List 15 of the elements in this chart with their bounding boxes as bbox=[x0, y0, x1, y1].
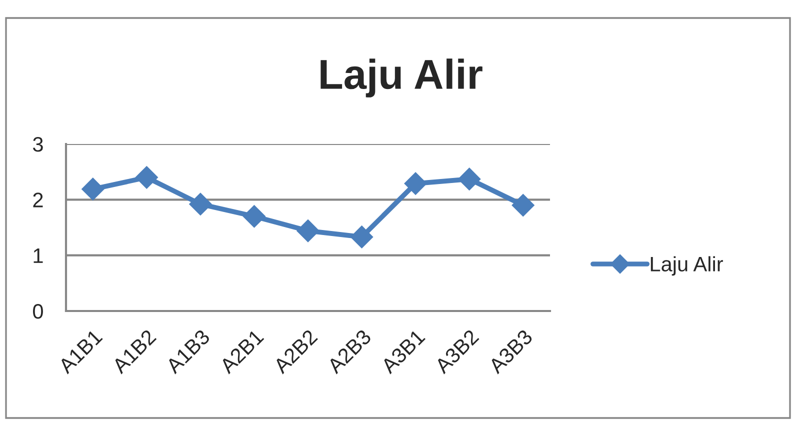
y-tick-label: 3 bbox=[32, 137, 43, 152]
chart-title: Laju Alir bbox=[320, 58, 482, 98]
y-tick-label: 2 bbox=[33, 192, 43, 208]
y-tick-label: 1 bbox=[34, 248, 43, 263]
point bbox=[404, 172, 427, 195]
point bbox=[135, 166, 158, 189]
point bbox=[458, 168, 481, 190]
y-tick-label: 0 bbox=[33, 304, 43, 319]
legend-label: Laju Alir bbox=[650, 256, 723, 276]
point bbox=[512, 194, 534, 217]
point bbox=[189, 192, 212, 216]
point bbox=[350, 226, 374, 248]
point bbox=[82, 178, 104, 200]
point bbox=[296, 220, 320, 242]
point bbox=[242, 205, 266, 228]
